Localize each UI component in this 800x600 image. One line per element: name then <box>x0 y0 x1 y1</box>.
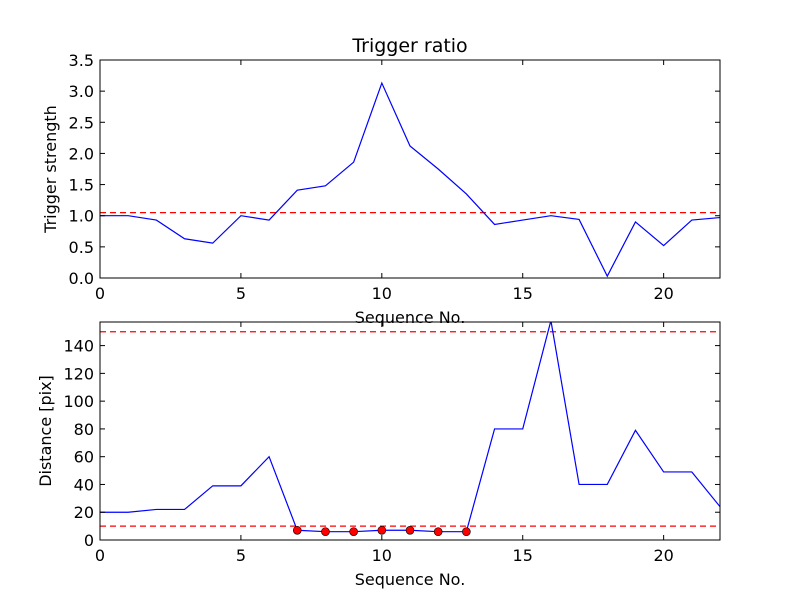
x-tick-label: 20 <box>653 284 673 303</box>
data-point-marker <box>433 527 443 536</box>
y-tick-label: 60 <box>74 448 94 467</box>
y-tick-label: 3.0 <box>69 82 94 101</box>
y-tick-label: 100 <box>63 392 94 411</box>
y-tick-label: 20 <box>74 503 94 522</box>
data-point-marker <box>462 527 471 536</box>
axes-frame <box>99 59 721 279</box>
x-tick-label: 0 <box>95 546 105 565</box>
trigger-ratio-panel: 0 5 10 15 20 0.0 0.5 1.0 1.5 2.0 2.5 3.0 3.5 Trigger … <box>41 35 721 327</box>
y-tick-label: 0.5 <box>69 238 94 257</box>
x-tick-label: 10 <box>372 284 392 303</box>
y-tick-label: 2.0 <box>69 144 94 163</box>
plot-area <box>100 322 720 536</box>
y-axis-label: Trigger strength <box>41 105 60 234</box>
y-tick-label: 2.5 <box>69 113 94 132</box>
x-tick-label: 10 <box>372 546 392 565</box>
y-tick-label: 0.0 <box>69 269 94 288</box>
x-tick-label: 0 <box>95 284 105 303</box>
y-tick-label: 120 <box>63 364 94 383</box>
plot-area <box>100 81 720 278</box>
axes-frame <box>99 321 721 541</box>
distance-panel: 0 5 10 15 20 0 20 40 60 80 100 120 140 Sequence No. Di… <box>36 321 721 589</box>
y-tick-label: 80 <box>74 420 94 439</box>
data-point-marker <box>292 525 302 535</box>
y-tick-label: 1.5 <box>69 176 94 195</box>
y-axis-label: Distance [pix] <box>36 375 55 487</box>
x-tick-label: 20 <box>653 546 673 565</box>
y-tick-label: 1.0 <box>69 207 94 226</box>
y-tick-label: 140 <box>63 337 94 356</box>
x-axis-label: Sequence No. <box>355 308 466 327</box>
series-line-0 <box>100 81 720 278</box>
x-tick-label: 15 <box>513 546 533 565</box>
data-point-marker <box>405 525 415 535</box>
x-tick-label: 15 <box>513 284 533 303</box>
x-axis-label: Sequence No. <box>355 570 466 589</box>
chart-title: Trigger ratio <box>351 35 467 57</box>
data-point-marker <box>349 527 358 536</box>
x-tick-label: 5 <box>236 284 246 303</box>
y-tick-label: 3.5 <box>69 51 94 70</box>
x-tick-label: 5 <box>236 546 246 565</box>
data-point-marker <box>377 525 387 535</box>
y-tick-label: 0 <box>84 531 94 550</box>
y-tick-label: 40 <box>74 475 94 494</box>
data-point-marker <box>321 527 330 536</box>
